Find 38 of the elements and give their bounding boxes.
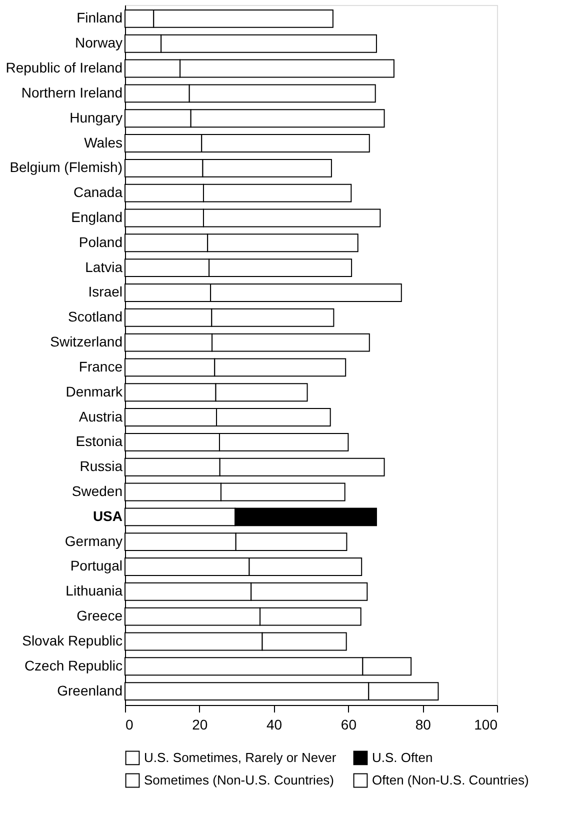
y-tick-label: Lithuania bbox=[66, 582, 123, 599]
y-tick-label: Sweden bbox=[72, 483, 122, 500]
y-tick-label: Republic of Ireland bbox=[6, 60, 122, 76]
y-tick-label: Northern Ireland bbox=[21, 84, 122, 100]
y-tick-label: Finland bbox=[76, 10, 122, 26]
y-tick-label: Poland bbox=[78, 234, 122, 250]
x-tick-label: 100 bbox=[474, 716, 498, 732]
x-tick-label: 80 bbox=[415, 716, 432, 732]
legend-label: Sometimes (Non-U.S. Countries) bbox=[144, 772, 334, 788]
x-tick-label: 0 bbox=[126, 716, 134, 732]
x-tick-label: 20 bbox=[192, 716, 208, 732]
y-tick-label: Estonia bbox=[76, 433, 123, 450]
y-tick-label: France bbox=[78, 358, 123, 374]
y-tick-label: Latvia bbox=[85, 258, 123, 275]
y-tick-label: Austria bbox=[78, 408, 123, 424]
x-tick-label: 60 bbox=[340, 716, 357, 732]
y-tick-label: Czech Republic bbox=[24, 657, 122, 674]
y-tick-label: Hungary bbox=[70, 109, 122, 126]
y-tick-label: Greece bbox=[76, 608, 123, 624]
x-tick-label: 40 bbox=[266, 716, 282, 732]
legend-label: U.S. Sometimes, Rarely or Never bbox=[144, 750, 337, 765]
y-tick-label: Switzerland bbox=[50, 334, 122, 350]
y-tick-label: USA bbox=[92, 508, 122, 524]
y-tick-label: Russia bbox=[80, 458, 123, 474]
y-tick-label: Norway bbox=[75, 34, 122, 51]
y-tick-label: England bbox=[71, 208, 122, 225]
y-tick-label: Canada bbox=[73, 184, 123, 200]
y-tick-label: Slovak Republic bbox=[22, 632, 122, 648]
y-tick-label: Denmark bbox=[66, 383, 124, 400]
legend-label: Often (Non-U.S. Countries) bbox=[372, 772, 529, 788]
y-tick-label: Scotland bbox=[68, 308, 122, 325]
y-tick-label: Israel bbox=[88, 284, 122, 300]
y-tick-label: Portugal bbox=[70, 558, 122, 574]
y-tick-label: Belgium (Flemish) bbox=[10, 159, 122, 176]
y-tick-label: Wales bbox=[84, 134, 122, 150]
y-tick-label: Germany bbox=[64, 532, 122, 549]
y-tick-label: Greenland bbox=[57, 682, 122, 698]
legend-label: U.S. Often bbox=[372, 750, 433, 765]
